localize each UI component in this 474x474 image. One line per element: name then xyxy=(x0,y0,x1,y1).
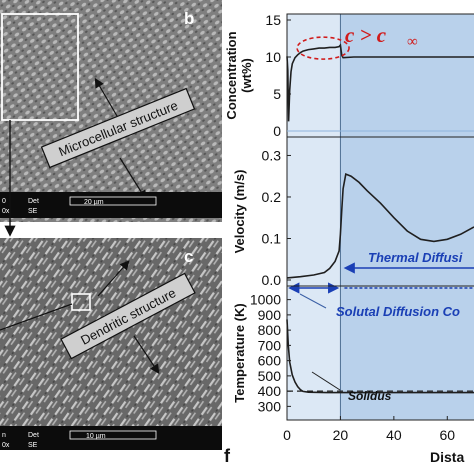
highlight-ellipse xyxy=(296,36,350,60)
solutal-diffusion-label: Solutal Diffusion Co xyxy=(336,304,460,319)
panel-b-label: b xyxy=(184,9,194,28)
svg-text:0x: 0x xyxy=(2,208,10,215)
scalebar-length-c: 10 µm xyxy=(86,433,106,440)
svg-text:SE: SE xyxy=(28,208,38,215)
y-tick-label: 0.2 xyxy=(262,189,282,205)
zoom-box xyxy=(1,13,79,121)
y-tick-label: 0.1 xyxy=(262,230,282,246)
concentration-annotation: c > c xyxy=(345,23,387,47)
scalebar-strip-c xyxy=(0,426,222,450)
y-tick-label: 5 xyxy=(273,86,281,102)
svg-text:0: 0 xyxy=(2,198,6,205)
data-line xyxy=(286,172,474,279)
plot-frame xyxy=(286,13,474,421)
panel-f: 0 5 10 15 Concentration (wt%) c > c ∞ 0.0 0.1 0.2 0… xyxy=(224,12,474,465)
svg-text:Det: Det xyxy=(28,198,39,205)
x-tick-label: 60 xyxy=(439,427,455,443)
x-tick-label: 20 xyxy=(333,427,349,443)
y-axis-label: Concentration xyxy=(224,31,239,119)
y-tick-label: 0.3 xyxy=(262,147,282,163)
scalebar-length-b: 20 µm xyxy=(84,199,104,206)
y-tick-label: 900 xyxy=(258,307,282,323)
y-tick-label: 500 xyxy=(258,368,282,384)
y-tick-label: 800 xyxy=(258,322,282,338)
y-axis-label: Temperature (K) xyxy=(232,303,247,402)
panel-c: c Dendritic structure n Det 0x SE 10 µm xyxy=(0,238,222,450)
solidus-label: Solidus xyxy=(348,389,392,403)
shade-region-left xyxy=(287,14,341,420)
x-tick-label: 0 xyxy=(283,427,291,443)
y-tick-label: 10 xyxy=(265,49,281,65)
y-tick-label: 300 xyxy=(258,398,282,414)
y-tick-label: 600 xyxy=(258,353,282,369)
panel-c-label: c xyxy=(184,247,193,266)
solidus-pointer xyxy=(311,371,341,391)
shade-region-right xyxy=(340,14,474,420)
y-tick-label: 0 xyxy=(273,123,281,139)
y-tick-label: 15 xyxy=(265,12,281,28)
data-line xyxy=(286,319,474,394)
y-axis-label: Velocity (m/s) xyxy=(232,170,247,254)
y-tick-label: 700 xyxy=(258,337,282,353)
svg-text:SE: SE xyxy=(28,442,38,449)
thermal-diffusion-label: Thermal Diffusi xyxy=(368,250,463,265)
zoom-box-c xyxy=(71,293,91,311)
y-axis-label: (wt%) xyxy=(239,58,254,93)
solutal-pointer xyxy=(299,293,327,309)
panel-f-label: f xyxy=(224,446,231,466)
svg-text:n: n xyxy=(2,432,6,439)
data-line xyxy=(286,43,474,122)
x-tick-label: 40 xyxy=(386,427,402,443)
svg-text:Det: Det xyxy=(28,432,39,439)
y-tick-label: 400 xyxy=(258,383,282,399)
y-tick-label: 0.0 xyxy=(262,272,282,288)
y-tick-label: 1000 xyxy=(250,292,281,308)
panel-b: b Microcellular structure 0 Det 0x SE 20… xyxy=(0,0,222,222)
svg-text:0x: 0x xyxy=(2,442,10,449)
x-axis-label: Dista xyxy=(430,449,464,465)
concentration-annotation-sub: ∞ xyxy=(407,34,418,50)
